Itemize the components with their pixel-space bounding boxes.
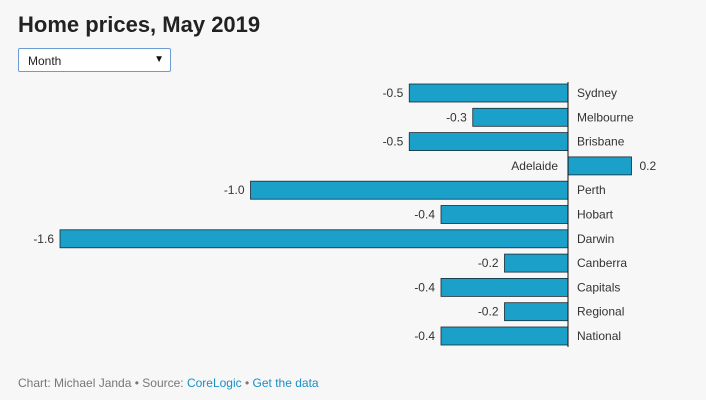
category-label-perth: Perth [577,183,606,197]
bar-chart: -0.5 Sydney -0.3 Melbourne -0.5 Brisbane 0.2 Ad… [33,82,657,347]
bar-national [440,326,569,346]
value-label-adelaide: 0.2 [640,159,657,173]
dropdown-selected-value: Month [28,54,62,68]
category-label-brisbane: Brisbane [577,135,625,149]
page-title: Home prices, May 2019 [18,12,261,37]
bar-melbourne [472,107,569,127]
bar-regional [504,302,569,322]
value-label-capitals: -0.4 [414,280,435,294]
category-label-adelaide: Adelaide [511,159,558,173]
value-label-national: -0.4 [414,329,435,343]
category-label-melbourne: Melbourne [577,110,634,124]
value-label-melbourne: -0.3 [446,110,467,124]
bar-capitals [440,277,569,297]
bar-sydney [408,83,569,103]
value-label-regional: -0.2 [478,305,499,319]
bar-brisbane [408,132,569,152]
category-label-darwin: Darwin [577,232,614,246]
value-label-canberra: -0.2 [478,256,499,270]
source-link[interactable]: CoreLogic [186,376,242,390]
value-label-darwin: -1.6 [33,232,54,246]
value-label-brisbane: -0.5 [383,135,404,149]
category-label-national: National [577,329,621,343]
period-dropdown[interactable]: Month ▼ [18,48,171,72]
bar-perth [250,180,569,200]
bar-adelaide [567,156,632,176]
get-data-link[interactable]: Get the data [252,376,319,390]
triangle-down-icon: ▼ [154,54,164,65]
footer-credit: Chart: Michael Janda • Source: [18,376,187,390]
value-label-sydney: -0.5 [383,86,404,100]
chart-footer: Chart: Michael Janda • Source: CoreLogic… [18,376,319,390]
category-label-capitals: Capitals [577,280,620,294]
bar-hobart [440,205,569,224]
value-label-hobart: -0.4 [414,208,435,222]
category-label-regional: Regional [577,305,624,319]
category-label-sydney: Sydney [577,86,617,100]
category-label-canberra: Canberra [577,256,627,270]
value-label-perth: -1.0 [224,183,245,197]
bar-canberra [504,253,569,273]
bar-darwin [59,229,569,249]
category-label-hobart: Hobart [577,208,614,222]
footer-separator: • [241,376,253,390]
